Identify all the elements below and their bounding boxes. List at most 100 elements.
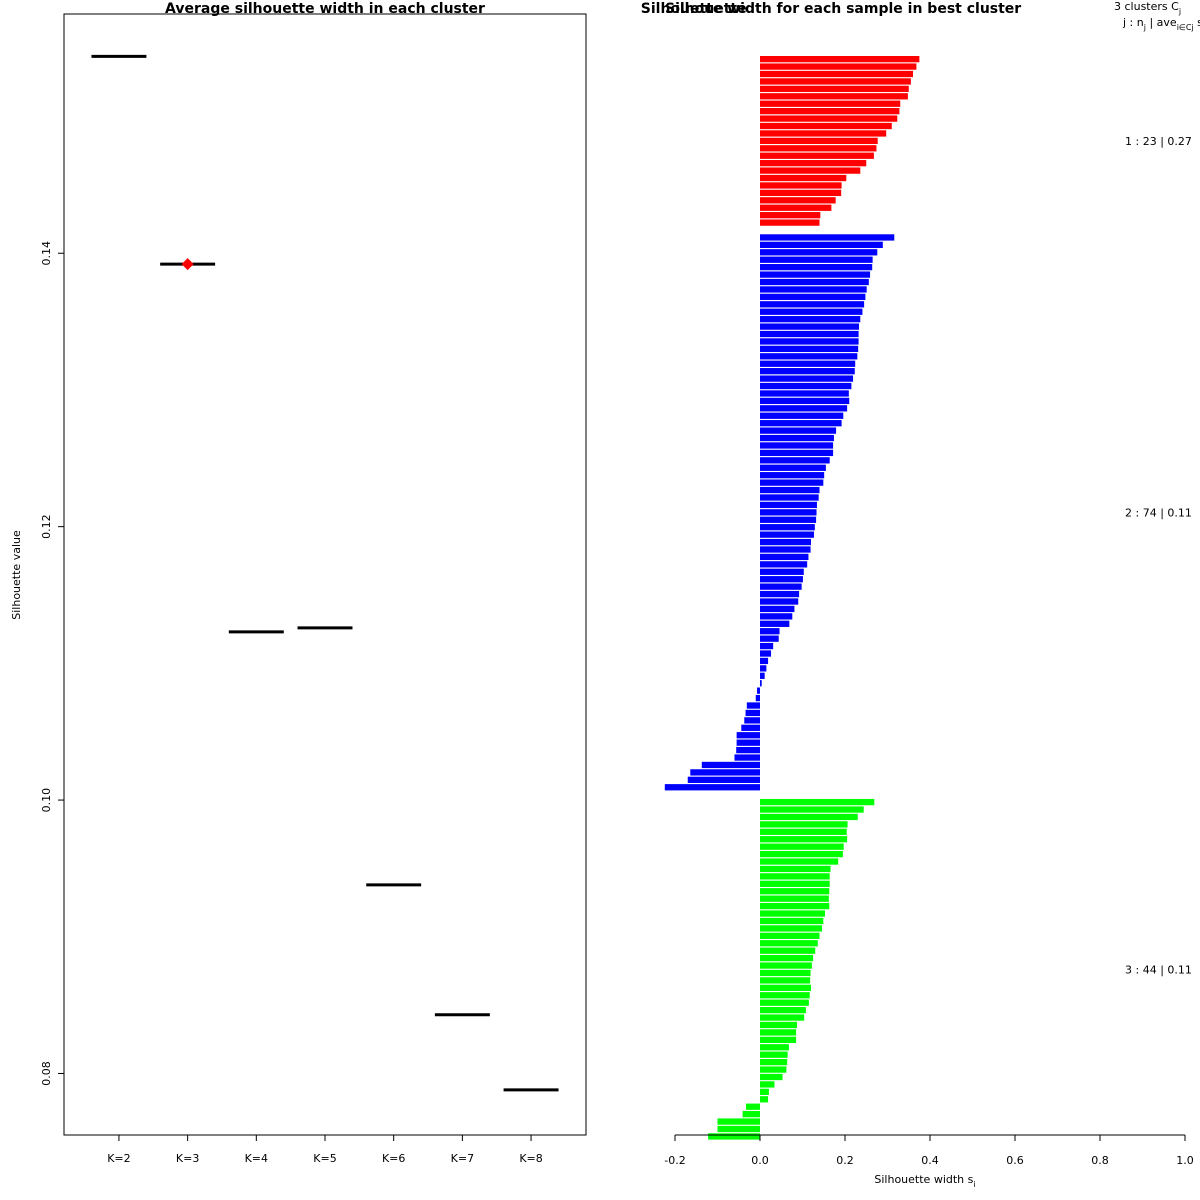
sample-bar-cluster-2	[760, 271, 871, 278]
right-x-tick-label: -0.2	[664, 1154, 685, 1167]
sample-bar-cluster-2	[760, 278, 869, 286]
sample-bar-cluster-1	[760, 197, 836, 204]
sample-bar-cluster-2	[760, 642, 774, 650]
sample-bar-cluster-3	[760, 895, 829, 902]
sample-bar-cluster-2	[690, 769, 760, 776]
sample-bar-cluster-2	[760, 293, 866, 301]
sample-bar-cluster-2	[760, 442, 834, 449]
sample-bar-cluster-3	[760, 1058, 788, 1066]
sample-bar-cluster-2	[760, 546, 811, 553]
sample-bar-cluster-1	[760, 85, 909, 93]
left-x-tick-label: K=6	[382, 1152, 405, 1165]
sample-bar-cluster-1	[760, 189, 842, 197]
sample-bar-cluster-2	[760, 494, 819, 501]
sample-bar-cluster-2	[760, 249, 878, 256]
sample-bar-cluster-2	[760, 382, 852, 390]
sample-bar-cluster-2	[760, 390, 849, 397]
sample-bar-cluster-3	[760, 873, 830, 880]
sample-bar-cluster-1	[760, 122, 892, 130]
sample-bar-cluster-2	[760, 590, 800, 598]
sample-bar-cluster-3	[717, 1125, 760, 1133]
right-x-tick-label: 0.0	[751, 1154, 769, 1167]
sample-bar-cluster-1	[760, 160, 867, 167]
sample-bar-cluster-3	[760, 1014, 805, 1021]
legend-header-line2: j : nj | avei∈Cj si	[1122, 16, 1200, 32]
left-x-tick-label: K=2	[107, 1152, 130, 1165]
left-x-tick-label: K=5	[313, 1152, 336, 1165]
sample-bar-cluster-2	[760, 420, 842, 427]
sample-bar-cluster-3	[760, 969, 811, 977]
sample-bar-cluster-2	[760, 680, 762, 687]
sample-bar-cluster-2	[760, 397, 850, 405]
sample-bar-cluster-3	[760, 1066, 787, 1073]
sample-bar-cluster-2	[760, 501, 817, 509]
sample-bar-cluster-1	[760, 137, 878, 145]
sample-bar-cluster-2	[745, 709, 760, 717]
sample-bar-cluster-1	[760, 63, 917, 70]
sample-bar-cluster-2	[760, 620, 790, 627]
right-x-ticks: -0.2 0.0 0.2 0.4 0.6 0.8 1.0	[664, 1135, 1194, 1167]
sample-bar-cluster-2	[760, 316, 861, 323]
sample-bar-cluster-2	[760, 531, 814, 538]
sample-bar-cluster-2	[760, 672, 765, 679]
sample-bar-cluster-2	[760, 427, 837, 434]
sample-bar-cluster-3	[745, 1103, 760, 1110]
left-x-tick-label: K=8	[519, 1152, 542, 1165]
sample-bar-cluster-1	[760, 182, 842, 189]
sample-bar-cluster-3	[760, 902, 830, 910]
sample-bar-cluster-2	[760, 650, 772, 657]
left-marks	[91, 54, 559, 1092]
sample-bar-cluster-1	[760, 204, 832, 211]
sample-bar-cluster-2	[760, 628, 780, 635]
cluster-label-2: 2 : 74 | 0.11	[1125, 506, 1192, 519]
sample-bar-cluster-3	[760, 821, 848, 828]
sample-bar-cluster-2	[760, 330, 859, 338]
sample-bar-cluster-2	[760, 598, 799, 605]
sample-bar-cluster-1	[760, 93, 908, 100]
sample-bar-cluster-3	[760, 828, 847, 835]
sample-bar-cluster-2	[760, 635, 779, 642]
sample-bar-cluster-3	[760, 1036, 797, 1043]
sample-bar-cluster-2	[760, 657, 769, 665]
sample-bar-cluster-3	[760, 1073, 783, 1081]
sample-bar-cluster-2	[760, 308, 863, 315]
sample-bar-cluster-2	[760, 576, 803, 583]
sample-bar-cluster-3	[760, 888, 830, 895]
sample-bar-cluster-2	[760, 524, 815, 531]
sample-bar-cluster-2	[760, 553, 809, 561]
sample-bar-cluster-3	[760, 977, 811, 984]
sample-bar-cluster-3	[760, 865, 831, 873]
sample-bar-cluster-2	[760, 583, 802, 590]
sample-bar-cluster-2	[757, 687, 760, 694]
sample-bar-cluster-2	[687, 776, 760, 783]
sample-bar-cluster-3	[760, 1029, 797, 1036]
sample-bar-cluster-3	[760, 858, 839, 865]
sample-bar-cluster-1	[760, 212, 821, 219]
sample-bar-cluster-2	[760, 486, 820, 494]
sample-bar-cluster-2	[760, 368, 855, 375]
sample-bar-cluster-2	[760, 375, 854, 382]
sample-bar-cluster-2	[760, 256, 873, 263]
sample-bar-cluster-1	[760, 145, 877, 152]
sample-bar-cluster-2	[736, 739, 760, 746]
sample-bar-cluster-2	[760, 234, 895, 241]
sample-bar-cluster-3	[760, 999, 809, 1006]
sample-bar-cluster-2	[701, 761, 760, 769]
sample-bar-cluster-2	[744, 717, 760, 724]
sample-bar-cluster-3	[760, 798, 875, 806]
sample-bar-cluster-2	[736, 732, 760, 739]
sample-bar-cluster-2	[760, 434, 834, 442]
sample-bar-cluster-2	[760, 449, 834, 457]
cluster-labels: 1 : 23 | 0.27 2 : 74 | 0.11 3 : 44 | 0.11	[1125, 135, 1192, 976]
sample-bar-cluster-3	[760, 880, 830, 887]
sample-bar-cluster-2	[760, 338, 859, 345]
left-x-tick-label: K=4	[245, 1152, 268, 1165]
sample-bar-cluster-2	[760, 264, 873, 271]
sample-bar-cluster-2	[760, 472, 825, 479]
sample-bar-cluster-3	[717, 1118, 760, 1125]
sample-bar-cluster-2	[760, 323, 860, 330]
sample-bar-cluster-2	[755, 694, 760, 702]
sample-bar-cluster-3	[760, 1096, 769, 1103]
sample-bar-cluster-2	[746, 702, 760, 709]
